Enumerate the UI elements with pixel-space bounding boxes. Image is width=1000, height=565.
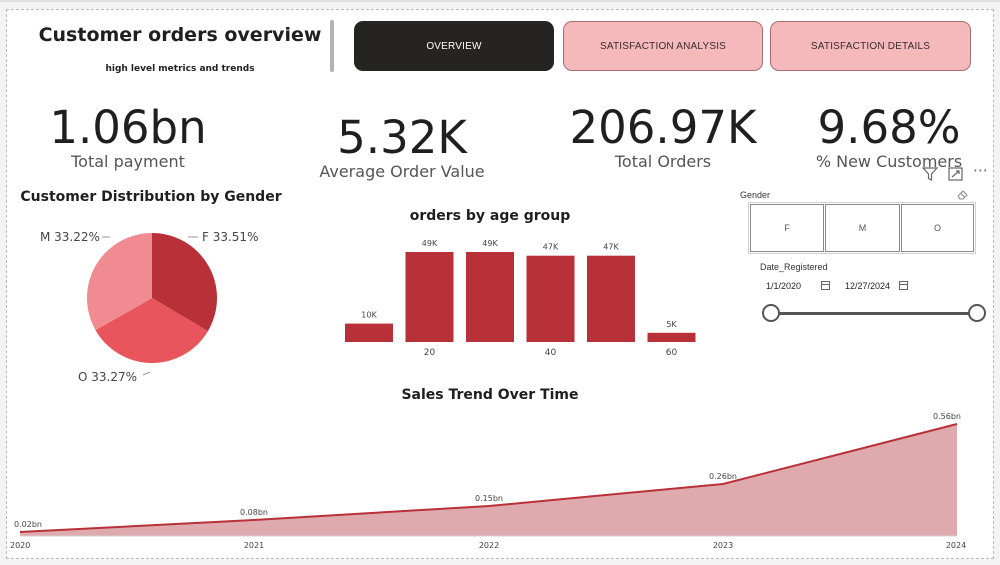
kpi-new-customers-value: 9.68% <box>817 101 961 154</box>
bar-age-40[interactable] <box>526 255 575 342</box>
satisfaction-analysis-button[interactable]: SATISFACTION ANALYSIS <box>563 21 763 71</box>
bar-age-10[interactable] <box>345 323 393 342</box>
area-data-label: 0.02bn <box>14 520 42 529</box>
filter-icon[interactable] <box>922 167 938 181</box>
gender-option-f[interactable]: F <box>750 204 824 252</box>
gender-slicer-box <box>748 202 976 254</box>
area-data-label: 0.56bn <box>933 412 961 421</box>
kpi-average-order-value-label: Average Order Value <box>319 162 485 181</box>
pie-label-f: F 33.51% <box>202 230 258 244</box>
kpi-average-order-value-value: 5.32K <box>337 111 467 164</box>
kpi-total-orders-label: Total Orders <box>614 152 712 171</box>
pie-slice-m[interactable] <box>87 233 152 331</box>
bar-data-label: 10K <box>361 311 377 320</box>
bar-data-label: 47K <box>603 243 619 252</box>
gender-pie-chart: F 33.51% O 33.27% M 33.22% <box>40 230 258 384</box>
eraser-icon[interactable] <box>957 189 969 200</box>
bar-data-label: 5K <box>666 320 677 329</box>
header-divider <box>330 20 334 72</box>
date-range-end-handle[interactable] <box>968 304 986 322</box>
pie-slice-o[interactable] <box>95 298 208 364</box>
pie-chart-title: Customer Distribution by Gender <box>20 189 282 205</box>
sales-area-fill <box>20 424 957 536</box>
top-border <box>0 0 1000 2</box>
date-range-track <box>772 312 978 315</box>
area-x-tick-label: 2022 <box>479 541 499 550</box>
pie-slice-f[interactable] <box>152 233 218 332</box>
bar-data-label: 49K <box>482 239 498 248</box>
area-data-label: 0.15bn <box>475 494 503 503</box>
date-start-input[interactable]: 1/1/2020 <box>766 281 802 291</box>
area-x-tick-label: 2020 <box>10 541 30 550</box>
satisfaction-details-button[interactable]: SATISFACTION DETAILS <box>770 21 971 71</box>
pie-leader-line <box>142 371 151 376</box>
calendar-icon[interactable] <box>899 281 908 290</box>
bar-data-label: 47K <box>543 243 559 252</box>
sales-trend-line[interactable] <box>19 423 958 533</box>
bar-age-50[interactable] <box>587 255 635 342</box>
area-data-label: 0.08bn <box>240 508 268 517</box>
kpi-total-orders-value: 206.97K <box>569 101 757 154</box>
area-x-tick-label: 2024 <box>946 541 966 550</box>
more-options-icon[interactable]: ⋯ <box>973 161 988 179</box>
sales-trend-area-chart: 0.02bn 2020 0.08bn 2021 0.15bn 2022 0.26bn 2023… <box>10 412 966 550</box>
bar-x-tick-label: 60 <box>666 348 678 358</box>
bar-age-60[interactable] <box>647 332 696 342</box>
gender-option-o[interactable]: O <box>901 204 974 252</box>
kpi-total-payment-value: 1.06bn <box>49 101 207 154</box>
kpi-average-order-value: 5.32K Average Order Value <box>302 114 502 182</box>
page-title: Customer orders overview <box>38 24 322 46</box>
area-chart-title: Sales Trend Over Time <box>401 387 579 403</box>
page-subtitle: high level metrics and trends <box>105 64 255 74</box>
bar-age-30[interactable] <box>466 252 514 342</box>
date-range-start-handle[interactable] <box>762 304 780 322</box>
expand-icon[interactable] <box>948 167 963 181</box>
bar-chart-title: orders by age group <box>409 208 571 224</box>
kpi-total-payment: 1.06bn Total payment <box>28 104 228 172</box>
area-x-tick-label: 2021 <box>244 541 264 550</box>
bar-x-tick-label: 40 <box>545 348 557 358</box>
gender-option-m[interactable]: M <box>825 204 900 252</box>
bar-x-tick-label: 20 <box>424 348 436 358</box>
pie-label-o: O 33.27% <box>78 370 137 384</box>
date-end-input[interactable]: 12/27/2024 <box>845 281 891 291</box>
age-group-bar-chart: 10K 49K 49K 47K 47K 5K 20 40 60 <box>345 239 696 358</box>
overview-button[interactable]: OVERVIEW <box>354 21 554 71</box>
kpi-total-payment-label: Total payment <box>71 152 185 171</box>
gender-slicer-title: Gender <box>740 190 771 200</box>
pie-label-m: M 33.22% <box>40 230 100 244</box>
kpi-new-customers: 9.68% % New Customers <box>789 104 989 172</box>
date-slicer-title: Date_Registered <box>760 262 828 272</box>
bar-data-label: 49K <box>422 239 438 248</box>
bar-age-20[interactable] <box>405 252 454 342</box>
kpi-total-orders: 206.97K Total Orders <box>563 104 763 172</box>
kpi-new-customers-label: % New Customers <box>815 152 963 171</box>
area-data-label: 0.26bn <box>709 472 737 481</box>
area-x-tick-label: 2023 <box>713 541 733 550</box>
calendar-icon[interactable] <box>821 281 830 290</box>
